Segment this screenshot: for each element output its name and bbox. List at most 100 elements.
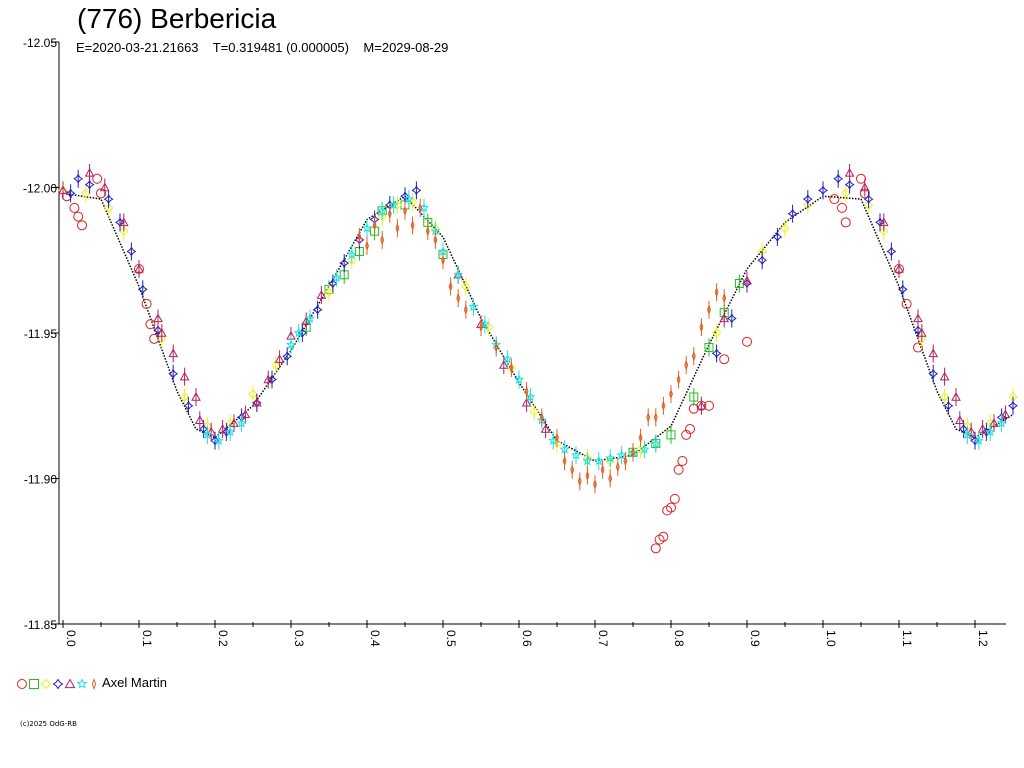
data-point	[844, 167, 855, 177]
data-point	[585, 470, 590, 482]
y-tick-label: -11.90	[24, 473, 57, 487]
data-point	[977, 424, 988, 433]
data-point	[118, 217, 129, 227]
x-tick-label: 0.4	[368, 630, 382, 647]
data-point	[137, 284, 148, 295]
data-point	[917, 334, 927, 344]
data-point	[407, 197, 418, 207]
data-point	[879, 226, 889, 236]
data-point	[191, 391, 201, 401]
data-point	[251, 397, 262, 407]
data-point	[666, 430, 676, 440]
axes	[58, 42, 1006, 625]
data-point	[787, 208, 798, 219]
data-point	[73, 173, 84, 184]
data-point	[722, 292, 727, 304]
series-tri-star	[357, 198, 727, 494]
data-point	[605, 452, 616, 463]
data-point	[183, 400, 194, 411]
data-point	[570, 449, 582, 460]
data-point	[521, 397, 532, 407]
copyright-notice: (c)2025 OdG-RB	[20, 720, 77, 728]
data-point	[119, 226, 129, 236]
data-point	[707, 304, 711, 316]
data-point	[646, 411, 651, 423]
x-ticks: 0.0 0.1 0.2 0.3 0.4 0.5 0.6 0.7 0.8 0.9 1.0 1.1 1.2	[62, 620, 990, 647]
data-point	[285, 339, 297, 349]
data-point	[966, 426, 977, 436]
x-tick-label: 0.3	[292, 630, 306, 647]
data-point	[704, 343, 714, 353]
x-tick-label: 0.0	[64, 630, 78, 647]
data-point	[714, 286, 719, 298]
data-point	[650, 543, 661, 554]
data-point	[913, 313, 923, 323]
data-point	[202, 429, 213, 440]
data-point	[673, 464, 684, 475]
data-point	[463, 304, 468, 316]
data-point	[928, 368, 939, 379]
data-point	[699, 321, 704, 333]
data-point	[742, 336, 752, 347]
data-point	[339, 258, 350, 269]
data-point	[141, 298, 152, 309]
data-point	[134, 263, 144, 273]
data-point	[616, 449, 627, 460]
data-point	[263, 374, 274, 384]
data-point	[76, 678, 88, 689]
data-point	[685, 424, 695, 435]
data-point	[939, 371, 950, 381]
data-point	[168, 368, 179, 379]
data-point	[29, 679, 39, 689]
data-point	[149, 333, 160, 344]
x-tick-label: 0.9	[748, 630, 762, 647]
data-point	[886, 246, 897, 257]
data-point	[73, 211, 84, 222]
data-point	[206, 426, 217, 436]
data-point	[483, 322, 494, 332]
data-point	[509, 362, 514, 374]
data-point	[901, 298, 912, 309]
data-point	[856, 173, 866, 184]
data-point	[539, 411, 544, 423]
data-point	[669, 493, 680, 504]
data-point	[346, 249, 357, 259]
data-point	[954, 415, 965, 424]
data-point	[676, 374, 681, 386]
data-point	[65, 188, 76, 199]
data-point	[327, 278, 338, 289]
data-point	[479, 321, 483, 333]
x-tick-label: 0.2	[216, 630, 230, 647]
data-point	[179, 392, 190, 402]
data-point	[225, 426, 236, 437]
data-point	[863, 200, 874, 210]
data-point	[916, 327, 927, 337]
data-point	[608, 472, 613, 485]
data-point	[52, 678, 64, 690]
data-point	[552, 438, 562, 449]
data-point	[84, 167, 95, 177]
data-point	[456, 292, 461, 304]
data-point	[719, 354, 730, 365]
data-point	[271, 360, 281, 370]
data-point	[502, 353, 513, 364]
data-point	[365, 240, 369, 252]
data-point	[84, 179, 95, 190]
data-point	[153, 325, 163, 335]
data-point	[387, 208, 392, 220]
data-point	[91, 677, 97, 691]
data-point	[103, 203, 114, 213]
data-point	[156, 327, 167, 337]
data-point	[658, 531, 669, 542]
data-point	[99, 182, 110, 192]
data-point	[958, 424, 969, 434]
data-point	[448, 280, 453, 292]
data-point	[593, 478, 597, 490]
data-point	[615, 461, 620, 473]
data-point	[757, 255, 768, 266]
y-tick-label: -11.95	[24, 327, 57, 341]
data-point	[403, 205, 407, 217]
data-point	[772, 232, 783, 242]
data-point	[677, 456, 688, 467]
data-point	[577, 475, 582, 487]
